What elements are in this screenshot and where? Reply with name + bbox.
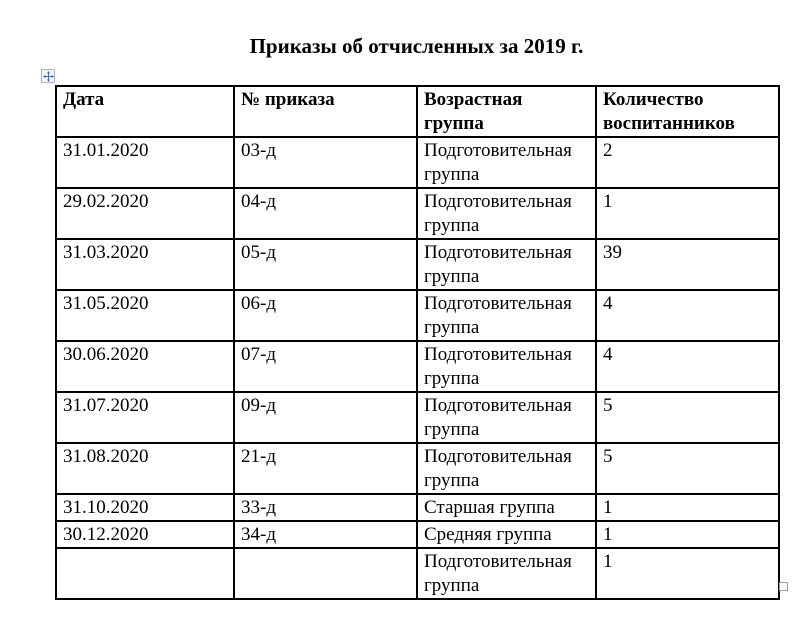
cell-order-no[interactable]: 07-д (233, 340, 418, 393)
header-cell-count[interactable]: Количество воспитанников (595, 85, 780, 138)
cell-order-no[interactable]: 05-д (233, 238, 418, 291)
document-title[interactable]: Приказы об отчисленных за 2019 г. (249, 34, 584, 58)
table-resize-handle[interactable] (779, 582, 788, 591)
cell-age-group[interactable]: Подготовительная группа (416, 289, 597, 342)
cell-date[interactable]: 31.01.2020 (55, 136, 235, 189)
cell-order-no[interactable] (233, 547, 418, 600)
table-row: 29.02.2020 04-д Подготовительная группа 1 (55, 187, 780, 240)
table-row: 31.03.2020 05-д Подготовительная группа 39 (55, 238, 780, 291)
cell-count[interactable]: 2 (595, 136, 780, 189)
cell-order-no[interactable]: 33-д (233, 493, 418, 522)
cell-age-group[interactable]: Подготовительная группа (416, 391, 597, 444)
table-row: Подготовительная группа 1 (55, 547, 780, 600)
header-cell-date[interactable]: Дата (55, 85, 235, 138)
header-cell-order-no[interactable]: № приказа (233, 85, 418, 138)
cell-count[interactable]: 5 (595, 442, 780, 495)
table-row: 31.08.2020 21-д Подготовительная группа 5 (55, 442, 780, 495)
table-row: 31.10.2020 33-д Старшая группа 1 (55, 493, 780, 522)
cell-date[interactable] (55, 547, 235, 600)
cell-count[interactable]: 1 (595, 547, 780, 600)
cell-age-group[interactable]: Подготовительная группа (416, 136, 597, 189)
cell-order-no[interactable]: 21-д (233, 442, 418, 495)
cell-date[interactable]: 30.06.2020 (55, 340, 235, 393)
table-row: 31.05.2020 06-д Подготовительная группа 4 (55, 289, 780, 342)
cell-age-group[interactable]: Старшая группа (416, 493, 597, 522)
table-body: 31.01.2020 03-д Подготовительная группа 2 29… (55, 136, 780, 600)
cell-age-group[interactable]: Подготовительная группа (416, 340, 597, 393)
header-row: Дата № приказа Возрастная группа Количес… (55, 85, 780, 138)
table-move-handle[interactable] (41, 69, 55, 83)
cell-order-no[interactable]: 09-д (233, 391, 418, 444)
cell-count[interactable]: 1 (595, 520, 780, 549)
cell-age-group[interactable]: Подготовительная группа (416, 547, 597, 600)
cell-count[interactable]: 4 (595, 340, 780, 393)
cell-date[interactable]: 29.02.2020 (55, 187, 235, 240)
table-row: 31.01.2020 03-д Подготовительная группа 2 (55, 136, 780, 189)
cell-count[interactable]: 1 (595, 187, 780, 240)
cell-order-no[interactable]: 06-д (233, 289, 418, 342)
table-row: 31.07.2020 09-д Подготовительная группа 5 (55, 391, 780, 444)
cell-age-group[interactable]: Подготовительная группа (416, 238, 597, 291)
cell-order-no[interactable]: 04-д (233, 187, 418, 240)
cell-order-no[interactable]: 03-д (233, 136, 418, 189)
cell-date[interactable]: 31.07.2020 (55, 391, 235, 444)
cell-age-group[interactable]: Средняя группа (416, 520, 597, 549)
cell-date[interactable]: 31.03.2020 (55, 238, 235, 291)
table-row: 30.12.2020 34-д Средняя группа 1 (55, 520, 780, 549)
cell-date[interactable]: 31.10.2020 (55, 493, 235, 522)
cell-count[interactable]: 39 (595, 238, 780, 291)
cell-age-group[interactable]: Подготовительная группа (416, 187, 597, 240)
table-row: 30.06.2020 07-д Подготовительная группа 4 (55, 340, 780, 393)
cell-age-group[interactable]: Подготовительная группа (416, 442, 597, 495)
orders-table: Дата № приказа Возрастная группа Количес… (55, 85, 780, 600)
cell-count[interactable]: 1 (595, 493, 780, 522)
cell-order-no[interactable]: 34-д (233, 520, 418, 549)
cell-count[interactable]: 4 (595, 289, 780, 342)
cell-date[interactable]: 31.08.2020 (55, 442, 235, 495)
title-paragraph: Приказы об отчисленных за 2019 г. (55, 33, 778, 59)
cell-date[interactable]: 31.05.2020 (55, 289, 235, 342)
header-cell-age-group[interactable]: Возрастная группа (416, 85, 597, 138)
cell-count[interactable]: 5 (595, 391, 780, 444)
cell-date[interactable]: 30.12.2020 (55, 520, 235, 549)
move-arrows-icon (42, 70, 54, 82)
